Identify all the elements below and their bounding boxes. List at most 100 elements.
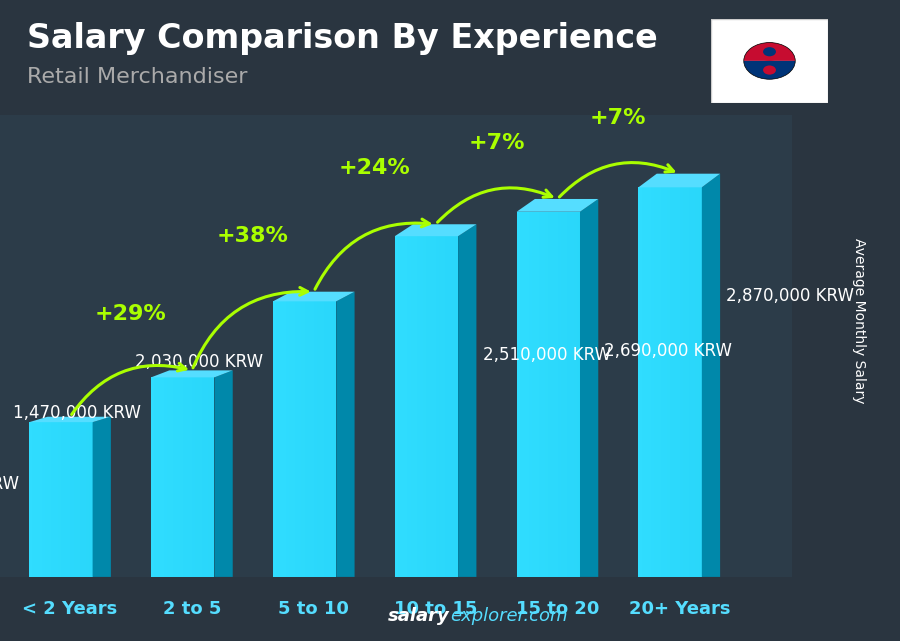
Polygon shape — [552, 212, 554, 577]
Text: explorer.com: explorer.com — [450, 607, 568, 625]
Polygon shape — [193, 378, 195, 577]
Polygon shape — [298, 301, 302, 577]
Wedge shape — [743, 61, 796, 79]
Polygon shape — [39, 422, 42, 577]
Polygon shape — [308, 301, 311, 577]
Polygon shape — [86, 422, 89, 577]
Polygon shape — [414, 236, 417, 577]
Circle shape — [763, 65, 776, 74]
Polygon shape — [183, 378, 186, 577]
Polygon shape — [295, 301, 298, 577]
Polygon shape — [658, 187, 661, 577]
Text: 2 to 5: 2 to 5 — [163, 600, 221, 618]
Polygon shape — [324, 301, 327, 577]
Polygon shape — [36, 422, 39, 577]
Wedge shape — [743, 42, 796, 61]
Polygon shape — [673, 187, 677, 577]
Text: 2,870,000 KRW: 2,870,000 KRW — [726, 287, 854, 305]
Polygon shape — [420, 236, 423, 577]
Text: 20+ Years: 20+ Years — [628, 600, 730, 618]
Polygon shape — [214, 370, 233, 577]
Text: +24%: +24% — [338, 158, 410, 178]
Polygon shape — [517, 212, 520, 577]
Polygon shape — [395, 224, 476, 236]
Circle shape — [757, 61, 782, 79]
Polygon shape — [520, 212, 523, 577]
Polygon shape — [89, 422, 93, 577]
Text: salary: salary — [388, 607, 450, 625]
Text: Retail Merchandiser: Retail Merchandiser — [27, 67, 248, 87]
Polygon shape — [526, 212, 529, 577]
Polygon shape — [189, 378, 193, 577]
Polygon shape — [638, 174, 720, 187]
Polygon shape — [208, 378, 211, 577]
Polygon shape — [186, 378, 189, 577]
Polygon shape — [160, 378, 164, 577]
Polygon shape — [648, 187, 651, 577]
Polygon shape — [571, 212, 573, 577]
Polygon shape — [523, 212, 526, 577]
Polygon shape — [439, 236, 442, 577]
Text: 15 to 20: 15 to 20 — [516, 600, 599, 618]
Polygon shape — [320, 301, 324, 577]
Polygon shape — [664, 187, 667, 577]
Text: 2,690,000 KRW: 2,690,000 KRW — [605, 342, 733, 360]
Polygon shape — [49, 422, 51, 577]
Polygon shape — [174, 378, 176, 577]
Circle shape — [757, 42, 782, 61]
Polygon shape — [686, 187, 689, 577]
Polygon shape — [539, 212, 542, 577]
Polygon shape — [436, 236, 439, 577]
Text: +38%: +38% — [217, 226, 289, 246]
Polygon shape — [448, 236, 452, 577]
Polygon shape — [567, 212, 571, 577]
Polygon shape — [151, 378, 154, 577]
Polygon shape — [446, 236, 448, 577]
Polygon shape — [529, 212, 533, 577]
Polygon shape — [314, 301, 318, 577]
Polygon shape — [417, 236, 420, 577]
Polygon shape — [32, 422, 36, 577]
Polygon shape — [70, 422, 74, 577]
Text: 10 to 15: 10 to 15 — [394, 600, 477, 618]
Polygon shape — [327, 301, 330, 577]
Polygon shape — [170, 378, 174, 577]
Polygon shape — [273, 301, 276, 577]
FancyArrowPatch shape — [560, 163, 673, 197]
FancyArrowPatch shape — [193, 287, 308, 368]
Polygon shape — [55, 422, 58, 577]
Polygon shape — [554, 212, 558, 577]
Polygon shape — [692, 187, 696, 577]
Polygon shape — [279, 301, 283, 577]
Polygon shape — [542, 212, 545, 577]
Polygon shape — [638, 187, 642, 577]
Polygon shape — [442, 236, 446, 577]
Text: < 2 Years: < 2 Years — [22, 600, 118, 618]
Polygon shape — [61, 422, 64, 577]
Polygon shape — [458, 224, 476, 577]
Polygon shape — [680, 187, 683, 577]
Polygon shape — [304, 301, 308, 577]
Polygon shape — [573, 212, 577, 577]
Polygon shape — [64, 422, 68, 577]
Polygon shape — [176, 378, 180, 577]
Polygon shape — [558, 212, 561, 577]
Polygon shape — [429, 236, 433, 577]
Polygon shape — [401, 236, 404, 577]
FancyArrowPatch shape — [72, 363, 186, 415]
Polygon shape — [74, 422, 76, 577]
Text: Salary Comparison By Experience: Salary Comparison By Experience — [27, 22, 658, 55]
Polygon shape — [318, 301, 320, 577]
FancyBboxPatch shape — [711, 19, 828, 103]
Polygon shape — [427, 236, 429, 577]
Polygon shape — [212, 378, 214, 577]
Polygon shape — [283, 301, 285, 577]
Polygon shape — [180, 378, 183, 577]
Text: 1,470,000 KRW: 1,470,000 KRW — [14, 404, 141, 422]
Circle shape — [763, 47, 776, 56]
Polygon shape — [404, 236, 408, 577]
Text: 5 to 10: 5 to 10 — [278, 600, 349, 618]
Polygon shape — [423, 236, 427, 577]
Polygon shape — [698, 187, 702, 577]
Polygon shape — [408, 236, 410, 577]
